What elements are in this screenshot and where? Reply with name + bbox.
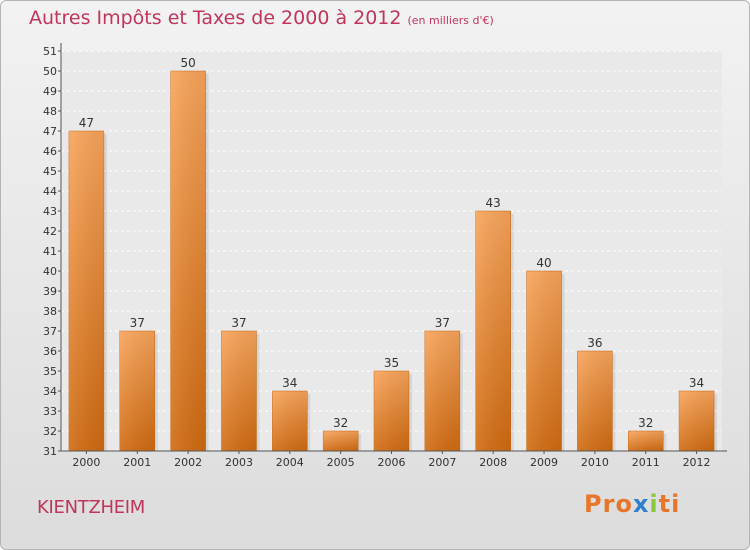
x-tick-label: 2003 <box>225 456 253 469</box>
bar-highlight <box>475 211 511 451</box>
y-tick-label: 43 <box>43 205 57 218</box>
proxiti-logo[interactable]: Proxiti <box>584 490 680 518</box>
bar-highlight <box>119 331 155 451</box>
y-tick-label: 48 <box>43 105 57 118</box>
x-tick-label: 2008 <box>479 456 507 469</box>
y-tick-label: 39 <box>43 285 57 298</box>
y-tick-label: 33 <box>43 405 57 418</box>
y-tick-label: 32 <box>43 425 57 438</box>
bar-highlight <box>424 331 460 451</box>
bar-value-label: 40 <box>536 256 551 270</box>
bar-value-label: 50 <box>180 56 195 70</box>
bar-highlight <box>221 331 257 451</box>
y-tick-label: 31 <box>43 445 57 458</box>
bar-value-label: 34 <box>282 376 297 390</box>
x-tick-label: 2009 <box>530 456 558 469</box>
bar-value-label: 43 <box>486 196 501 210</box>
logo-letter: r <box>602 490 616 518</box>
logo-letter: i <box>649 490 659 518</box>
bar-highlight <box>526 271 562 451</box>
y-tick-label: 38 <box>43 305 57 318</box>
bar-highlight <box>374 371 409 451</box>
bar-value-label: 37 <box>231 316 246 330</box>
logo-letter: i <box>671 490 681 518</box>
y-tick-label: 46 <box>43 145 57 158</box>
y-tick-label: 41 <box>43 245 57 258</box>
y-tick-label: 49 <box>43 85 57 98</box>
bar-highlight <box>628 431 664 451</box>
y-tick-label: 37 <box>43 325 57 338</box>
y-tick-label: 36 <box>43 345 57 358</box>
y-tick-label: 35 <box>43 365 57 378</box>
bar-value-label: 35 <box>384 356 399 370</box>
bar-value-label: 47 <box>79 116 94 130</box>
x-tick-label: 2012 <box>683 456 711 469</box>
logo-letter: x <box>632 490 650 518</box>
y-tick-label: 47 <box>43 125 57 138</box>
x-tick-label: 2002 <box>174 456 202 469</box>
x-tick-label: 2007 <box>428 456 456 469</box>
x-tick-label: 2001 <box>123 456 151 469</box>
y-tick-label: 34 <box>43 385 57 398</box>
y-tick-label: 50 <box>43 65 57 78</box>
bar-highlight <box>577 351 613 451</box>
logo-letter: o <box>615 490 633 518</box>
bar-value-label: 37 <box>435 316 450 330</box>
x-tick-label: 2006 <box>378 456 406 469</box>
x-tick-label: 2004 <box>276 456 304 469</box>
y-tick-label: 44 <box>43 185 57 198</box>
chart-title: Autres Impôts et Taxes de 2000 à 2012 (en… <box>29 7 494 29</box>
y-tick-label: 45 <box>43 165 57 178</box>
chart-unit-label: (en milliers d'€) <box>407 14 494 27</box>
y-tick-label: 42 <box>43 225 57 238</box>
x-tick-label: 2000 <box>72 456 100 469</box>
bar-value-label: 37 <box>130 316 145 330</box>
bar-highlight <box>272 391 308 451</box>
logo-letter: t <box>658 490 672 518</box>
chart-title-text: Autres Impôts et Taxes de 2000 à 2012 <box>29 7 402 29</box>
bar-highlight <box>170 71 206 451</box>
commune-name: KIENTZHEIM <box>37 497 146 518</box>
bar-value-label: 36 <box>587 336 602 350</box>
bar-highlight <box>679 391 715 451</box>
bar-value-label: 32 <box>638 416 653 430</box>
y-tick-label: 51 <box>43 45 57 58</box>
x-tick-label: 2011 <box>632 456 660 469</box>
x-tick-label: 2010 <box>581 456 609 469</box>
bar-value-label: 32 <box>333 416 348 430</box>
bar-highlight <box>68 131 104 451</box>
x-tick-label: 2005 <box>327 456 355 469</box>
bar-highlight <box>323 431 359 451</box>
bar-value-label: 34 <box>689 376 704 390</box>
y-tick-label: 40 <box>43 265 57 278</box>
logo-letter: P <box>584 490 603 518</box>
